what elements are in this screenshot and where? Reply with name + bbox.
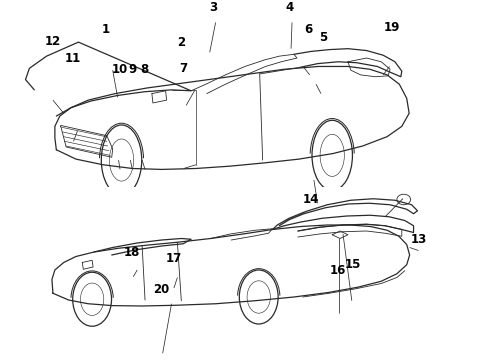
Text: 7: 7 — [180, 62, 188, 75]
Text: 10: 10 — [111, 63, 128, 76]
Text: 12: 12 — [45, 35, 61, 48]
Text: 14: 14 — [303, 193, 319, 206]
Text: 3: 3 — [209, 1, 217, 14]
Text: 13: 13 — [411, 233, 427, 246]
Text: 5: 5 — [319, 31, 327, 44]
Text: 19: 19 — [384, 21, 400, 33]
Text: 8: 8 — [141, 63, 148, 76]
Text: 4: 4 — [285, 1, 293, 14]
Text: 1: 1 — [101, 23, 109, 36]
Text: 16: 16 — [330, 264, 346, 276]
Text: 15: 15 — [344, 258, 361, 271]
Text: 11: 11 — [64, 51, 81, 64]
Text: 2: 2 — [177, 36, 185, 49]
Text: 20: 20 — [153, 283, 170, 296]
Text: 9: 9 — [128, 63, 136, 76]
Text: 17: 17 — [166, 252, 182, 265]
Text: 18: 18 — [124, 246, 141, 260]
Text: 6: 6 — [305, 23, 313, 36]
